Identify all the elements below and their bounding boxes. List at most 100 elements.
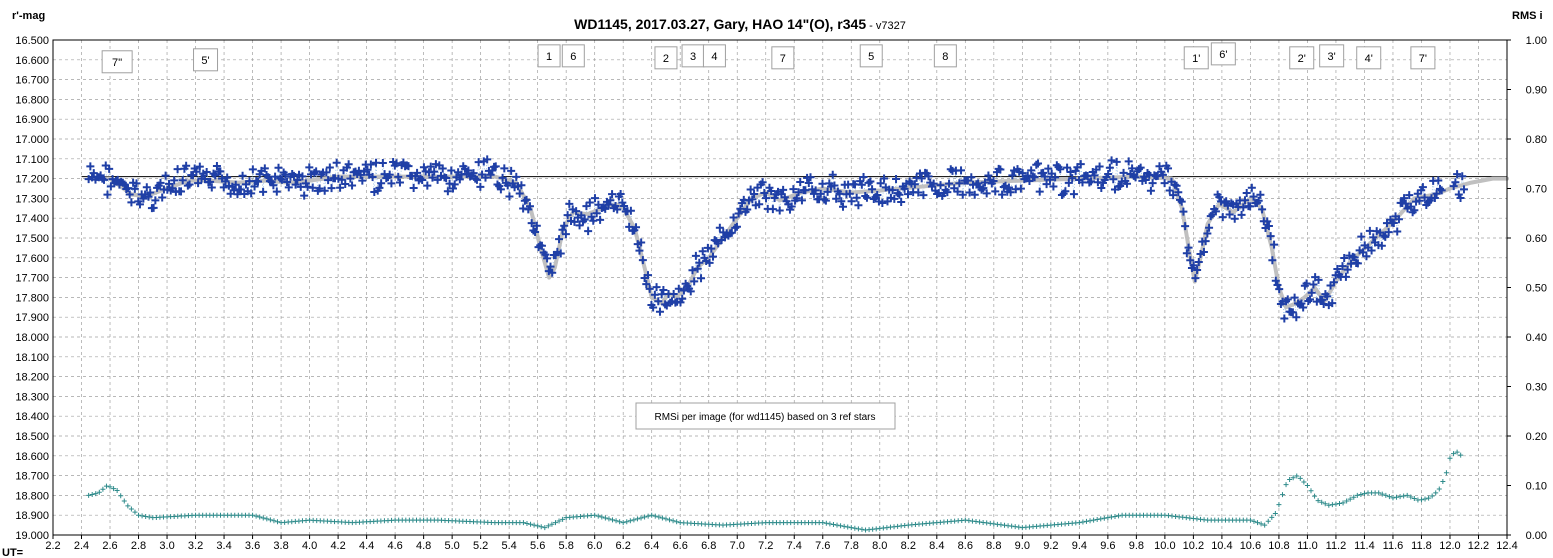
rms-point	[264, 516, 270, 522]
rms-point	[848, 525, 854, 531]
x-tick-label: 11.0	[1297, 540, 1318, 552]
data-point	[686, 287, 695, 296]
rms-point	[100, 486, 106, 492]
data-point	[1025, 176, 1034, 185]
rms-point	[1433, 490, 1439, 496]
data-point	[298, 172, 307, 181]
rms-point	[1451, 451, 1457, 457]
x-tick-label: 11.6	[1383, 540, 1404, 552]
rms-point	[1308, 488, 1314, 494]
rms-point	[670, 518, 676, 524]
y2-axis-ticks: 1.00 0.90 0.80 0.70 0.60 0.50 0.40 0.30 0.20 0.10…	[1507, 35, 1547, 542]
rms-point	[139, 513, 145, 519]
rms-point	[1376, 490, 1382, 496]
data-point	[1205, 223, 1214, 232]
data-point	[192, 167, 201, 176]
data-point	[86, 162, 95, 171]
data-point	[127, 198, 136, 207]
dip-label: 7	[771, 46, 795, 70]
data-point	[880, 174, 889, 183]
data-point	[1270, 240, 1279, 249]
data-point	[989, 176, 998, 185]
data-point	[1189, 261, 1198, 270]
y-tick-label: 18.900	[15, 510, 49, 522]
rms-point	[271, 518, 277, 524]
y-tick-label: 16.800	[15, 94, 49, 106]
rms-point	[613, 518, 619, 524]
rms-point	[103, 483, 109, 489]
data-point	[486, 170, 495, 179]
data-point	[1405, 191, 1414, 200]
data-point	[1458, 172, 1467, 181]
data-point	[984, 171, 993, 180]
data-point	[312, 167, 321, 176]
rms-point	[1294, 473, 1300, 479]
data-point	[233, 190, 242, 199]
x-tick-label: 7.4	[787, 540, 802, 552]
data-point	[657, 290, 666, 299]
data-point	[859, 173, 868, 182]
data-point	[919, 191, 928, 200]
data-point	[332, 158, 341, 167]
y-tick-label: 18.800	[15, 490, 49, 502]
x-tick-label: 3.6	[245, 540, 260, 552]
x-tick-label: 6.8	[701, 540, 716, 552]
x-tick-label: 9.2	[1043, 540, 1058, 552]
rms-point	[599, 514, 605, 520]
data-point	[823, 187, 832, 196]
data-point	[821, 196, 830, 205]
y-tick-label: 18.600	[15, 451, 49, 463]
data-point	[1340, 253, 1349, 262]
data-point	[289, 171, 298, 180]
data-point	[1319, 299, 1328, 308]
dip-label-box	[1210, 42, 1236, 66]
rms-point	[1076, 520, 1082, 526]
y-tick-label: 18.500	[15, 431, 49, 443]
data-point	[555, 235, 564, 244]
data-point	[830, 181, 839, 190]
data-point	[1333, 264, 1342, 273]
y-tick-label: 18.700	[15, 471, 49, 483]
x-tick-label: 7.8	[844, 540, 859, 552]
data-point	[375, 183, 384, 192]
data-point	[202, 167, 211, 176]
rms-point	[1411, 495, 1417, 501]
dip-label-text: 3'	[1328, 51, 1336, 63]
data-point	[1256, 190, 1265, 199]
data-point	[271, 172, 280, 181]
data-point	[259, 187, 268, 196]
data-point	[1186, 256, 1195, 265]
data-point	[1258, 205, 1267, 214]
data-point	[1184, 243, 1193, 252]
rms-point	[107, 484, 113, 490]
rms-point	[859, 526, 865, 532]
rms-point	[1361, 491, 1367, 497]
x-tick-label: 12.4	[1496, 540, 1517, 552]
data-point	[532, 221, 541, 230]
data-point	[1437, 186, 1446, 195]
rms-point	[841, 523, 847, 529]
data-point	[284, 183, 293, 192]
rms-point	[114, 487, 120, 493]
data-point	[496, 185, 505, 194]
dip-label-text: 8	[942, 51, 948, 63]
data-point	[1299, 303, 1308, 312]
rms-point	[823, 520, 829, 526]
data-point	[223, 173, 232, 182]
rms-point	[1440, 479, 1446, 485]
dip-label-text: 6'	[1219, 49, 1227, 61]
data-point	[272, 187, 281, 196]
rms-point	[1297, 475, 1303, 481]
data-point	[207, 183, 216, 192]
data-point	[419, 163, 428, 172]
y-tick-label: 17.300	[15, 193, 49, 205]
rms-point	[260, 515, 266, 521]
rms-point	[1458, 452, 1464, 458]
data-point	[327, 184, 336, 193]
data-point	[1453, 170, 1462, 179]
data-point	[1307, 288, 1316, 297]
x-tick-label: 4.6	[387, 540, 402, 552]
data-point	[1317, 295, 1326, 304]
data-point	[1415, 196, 1424, 205]
